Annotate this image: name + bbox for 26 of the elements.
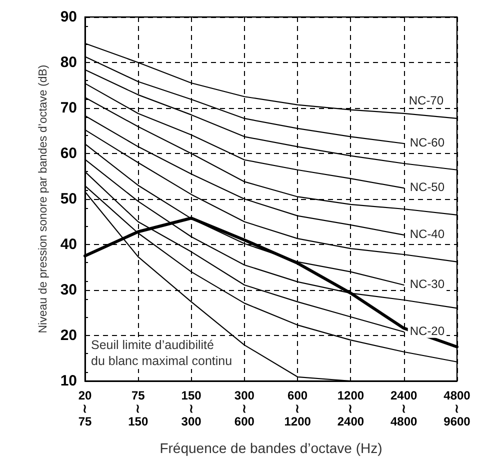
y-tick-label: 50 xyxy=(60,190,77,208)
x-tick-label: 1200 ≀ 2400 xyxy=(337,388,364,428)
x-tick-label: 4800 ≀ 9600 xyxy=(444,388,471,428)
x-tick-label: 300 ≀ 600 xyxy=(234,388,255,428)
x-tick-label: 2400 ≀ 4800 xyxy=(390,388,418,428)
y-tick-label: 30 xyxy=(60,282,77,298)
y-tick-label: 80 xyxy=(60,54,77,71)
x-tick-label: 150 ≀ 300 xyxy=(181,388,202,428)
annotation: Seuil limite d’audibilité du blanc maximal continu xyxy=(91,338,232,368)
y-tick-label: 70 xyxy=(60,100,77,116)
x-tick-label: 600 ≀ 1200 xyxy=(284,388,312,428)
series-label: NC-50 xyxy=(410,180,445,194)
series-label: NC-30 xyxy=(410,276,445,291)
x-tick-label: 75 ≀ 150 xyxy=(128,388,148,428)
series-label: NC-40 xyxy=(410,226,445,241)
y-tick-label: 60 xyxy=(60,145,77,162)
y-axis-title: Niveau de pression sonore par bandes d’octave (dB) xyxy=(37,64,50,334)
y-tick-label: 20 xyxy=(60,327,77,344)
x-axis-title: Fréquence de bandes d’octave (Hz) xyxy=(160,440,382,456)
series-label: NC-20 xyxy=(410,324,445,338)
series-label: NC-70 xyxy=(408,93,444,108)
series-label: NC-60 xyxy=(410,135,445,150)
y-tick-label: 40 xyxy=(60,236,77,253)
y-tick-label: 10 xyxy=(60,372,77,390)
x-tick-label: 20 ≀ 75 xyxy=(78,388,92,428)
y-tick-label: 90 xyxy=(60,8,77,26)
